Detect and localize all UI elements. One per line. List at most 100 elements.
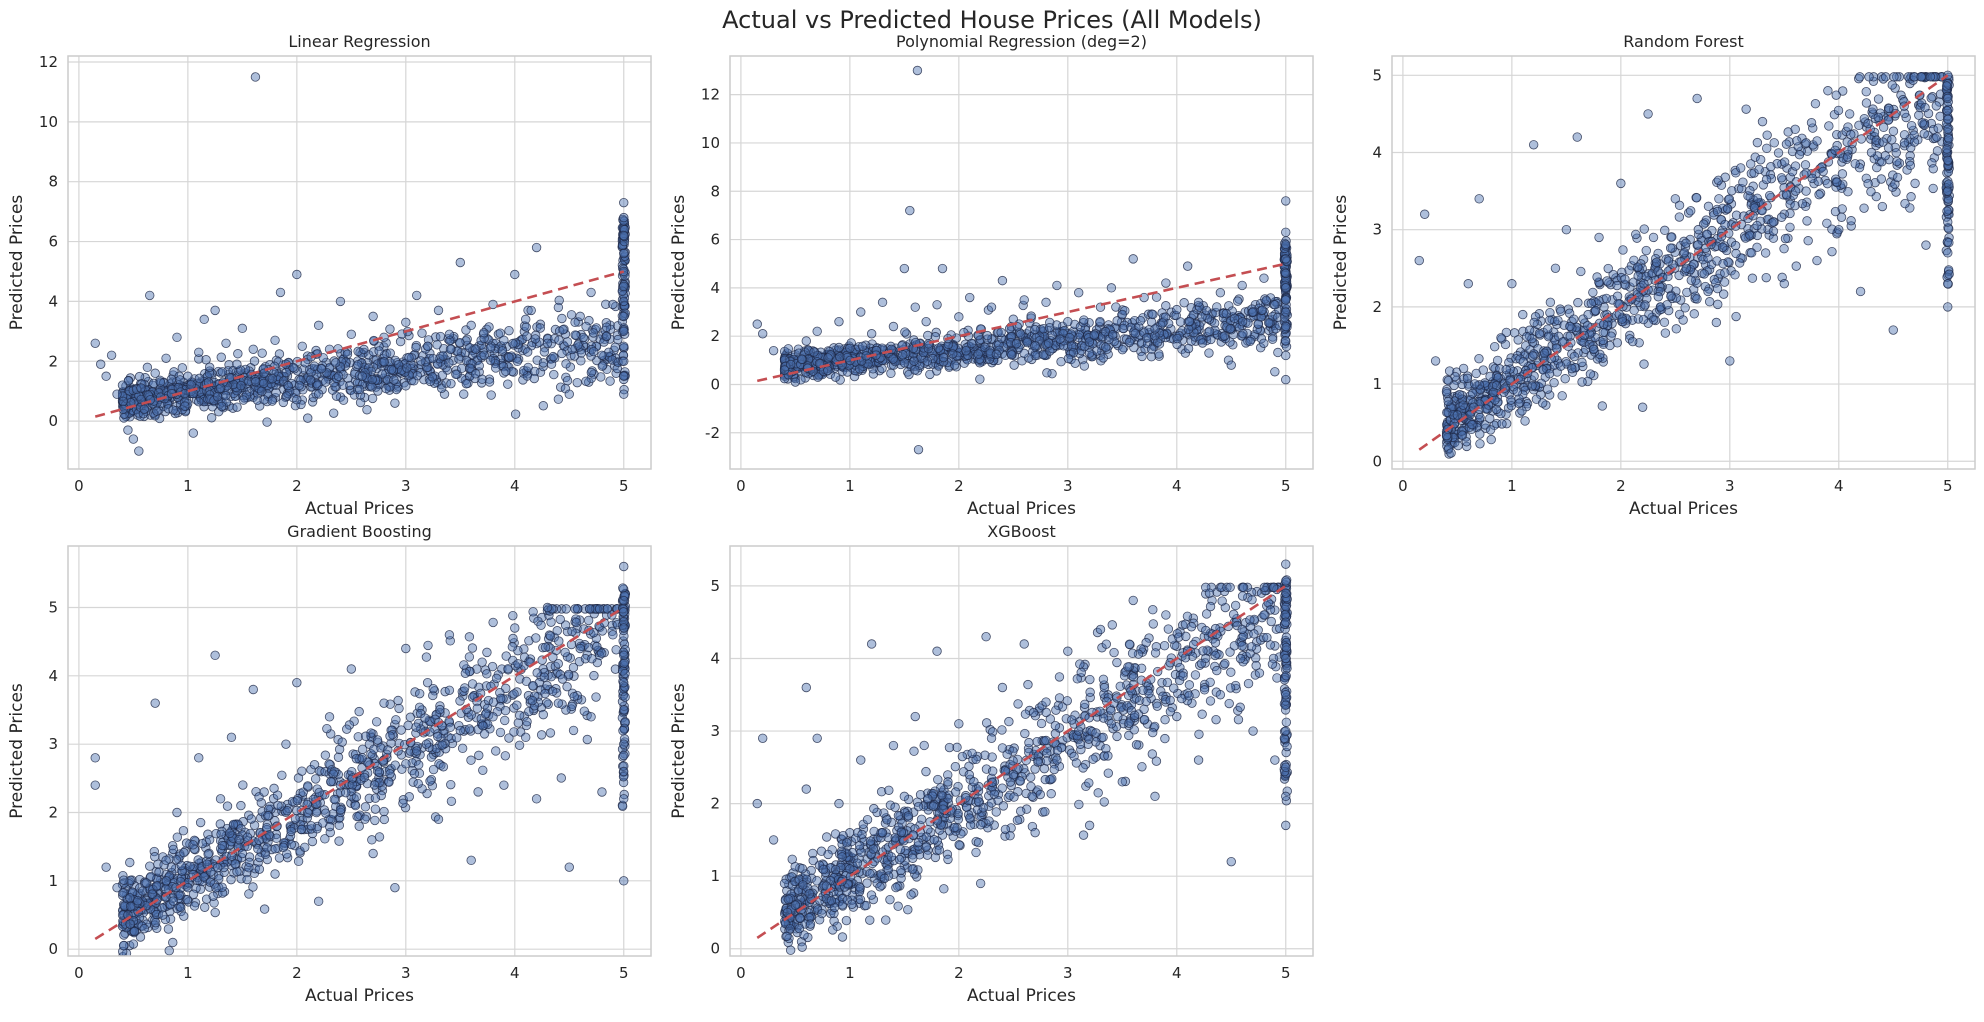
scatter-point (128, 434, 139, 444)
scatter-point (1834, 224, 1844, 235)
scatter-point (343, 373, 353, 383)
scatter-point (353, 346, 363, 357)
scatter-point (1007, 346, 1017, 357)
scatter-point (234, 834, 244, 845)
scatter-point (553, 394, 564, 404)
scatter-point (835, 375, 845, 385)
scatter-point (842, 352, 852, 363)
scatter-point (1855, 159, 1866, 169)
scatter-point (1643, 109, 1653, 119)
scatter-point (546, 617, 556, 627)
scatter-point (402, 363, 412, 373)
scatter-point (1859, 203, 1869, 213)
scatter-point (425, 776, 435, 786)
y-axis-label: Predicted Prices (1331, 195, 1351, 331)
scatter-point (1130, 328, 1140, 339)
scatter-point (476, 378, 487, 388)
scatter-point (1909, 130, 1919, 140)
scatter-point (1678, 315, 1688, 325)
scatter-point (548, 351, 558, 362)
scatter-point (1842, 152, 1853, 162)
scatter-point (1942, 206, 1952, 216)
scatter-point (785, 359, 796, 370)
scatter-point (1201, 305, 1212, 316)
scatter-point (1660, 328, 1671, 338)
scatter-point (1878, 137, 1888, 147)
scatter-point (1850, 159, 1860, 169)
scatter-point (1754, 164, 1764, 175)
scatter-point (385, 769, 395, 779)
scatter-point (581, 376, 591, 386)
scatter-point (571, 617, 582, 628)
scatter-point (1557, 391, 1567, 401)
scatter-point (385, 348, 395, 358)
scatter-point (1944, 237, 1954, 248)
scatter-point (359, 772, 370, 783)
scatter-point (309, 361, 320, 371)
scatter-point (353, 359, 363, 370)
scatter-point (527, 695, 538, 706)
scatter-point (1612, 338, 1623, 348)
scatter-point (326, 777, 336, 787)
scatter-point (404, 352, 414, 363)
scatter-point (588, 346, 599, 357)
scatter-point (1183, 324, 1194, 334)
scatter-point (313, 389, 324, 399)
scatter-point (1467, 419, 1477, 430)
scatter-point (230, 859, 240, 869)
scatter-point (1663, 256, 1674, 266)
scatter-point (1583, 309, 1593, 320)
scatter-point (1776, 212, 1787, 222)
scatter-point (1475, 429, 1485, 439)
y-tick-label: 1 (1372, 375, 1382, 393)
scatter-point (1588, 287, 1598, 298)
scatter-point (439, 389, 450, 399)
y-tick-label: 3 (1372, 221, 1382, 239)
scatter-point (1631, 229, 1641, 240)
scatter-point (1648, 315, 1659, 325)
scatter-point (1101, 342, 1111, 352)
scatter-point (1880, 151, 1890, 161)
scatter-point (1612, 280, 1622, 291)
scatter-point (902, 367, 913, 377)
scatter-point (1576, 266, 1586, 277)
scatter-point (1098, 353, 1108, 363)
scatter-point (338, 380, 348, 390)
scatter-point (1281, 336, 1291, 346)
scatter-point (360, 814, 370, 824)
scatter-point (151, 881, 162, 891)
scatter-point (427, 372, 438, 382)
scatter-point (1731, 248, 1741, 259)
scatter-point (1723, 257, 1733, 267)
scatter-point (1633, 262, 1643, 272)
scatter-point (1221, 308, 1231, 319)
scatter-point (779, 365, 790, 375)
scatter-point (1920, 102, 1930, 113)
scatter-point (1790, 200, 1800, 211)
scatter-point (444, 329, 455, 340)
scatter-point (118, 940, 129, 951)
scatter-point (367, 374, 377, 385)
scatter-point (1572, 132, 1582, 142)
scatter-point (1442, 407, 1452, 418)
scatter-point (1215, 287, 1226, 298)
scatter-point (1887, 80, 1897, 90)
scatter-point (521, 322, 531, 332)
scatter-point (1270, 367, 1280, 377)
scatter-point (1812, 255, 1822, 266)
scatter-point (1659, 317, 1670, 328)
scatter-point (1831, 90, 1841, 100)
scatter-point (421, 652, 432, 662)
x-axis-label: Actual Prices (967, 499, 1076, 519)
scatter-point (557, 313, 567, 324)
scatter-point (1444, 366, 1455, 376)
x-tick-label: 1 (183, 477, 193, 495)
scatter-point (562, 375, 573, 386)
scatter-point (1597, 401, 1608, 411)
scatter-point (876, 352, 886, 363)
scatter-point (794, 354, 804, 364)
scatter-point (1281, 196, 1291, 206)
scatter-point (355, 397, 366, 408)
scatter-point (1752, 230, 1763, 241)
scatter-point (297, 341, 307, 351)
